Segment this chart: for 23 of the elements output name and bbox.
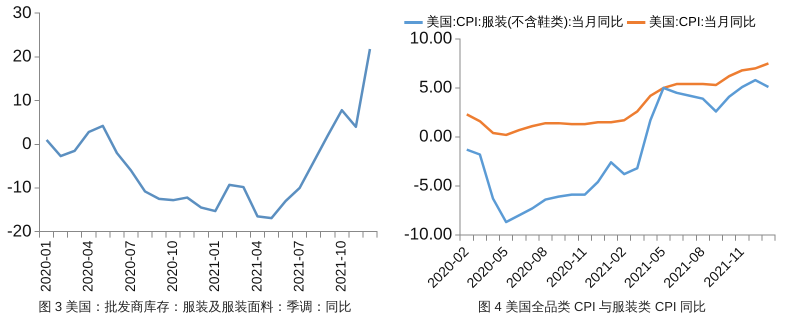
x-tick-label: 2020-01 <box>37 240 54 292</box>
y-tick-label: -5.00 <box>413 176 452 195</box>
y-tick-label: 10.00 <box>410 28 452 48</box>
y-tick-label: 10 <box>12 90 32 110</box>
x-tick-label: 2020-07 <box>122 240 138 292</box>
x-tick-label: 2021-01 <box>206 240 222 292</box>
y-tick-label: -20 <box>6 221 32 240</box>
y-tick-label: 0 <box>22 134 32 153</box>
y-tick-label: 30 <box>12 2 32 22</box>
x-tick-label: 2020-10 <box>164 240 180 292</box>
x-tick-label: 2021-10 <box>332 240 349 292</box>
y-tick-label: -10.00 <box>404 224 452 244</box>
y-tick-label: 5.00 <box>419 78 452 97</box>
legend-label: 美国:CPI:服装(不含鞋类):当月同比 <box>426 14 624 30</box>
legend-label: 美国:CPI:当月同比 <box>649 14 756 30</box>
y-tick-label: -10 <box>6 178 32 197</box>
x-tick-label: 2021-04 <box>248 240 264 292</box>
caption: 图 3 美国：批发商库存：服装及服装面料：季调：同比 <box>37 298 353 316</box>
y-tick-label: 0.00 <box>419 126 452 146</box>
caption: 图 4 美国全品类 CPI 与服装类 CPI 同比 <box>476 298 708 316</box>
y-tick-label: 20 <box>12 46 32 66</box>
x-tick-label: 2020-04 <box>80 240 96 292</box>
x-tick-label: 2021-07 <box>290 240 307 292</box>
